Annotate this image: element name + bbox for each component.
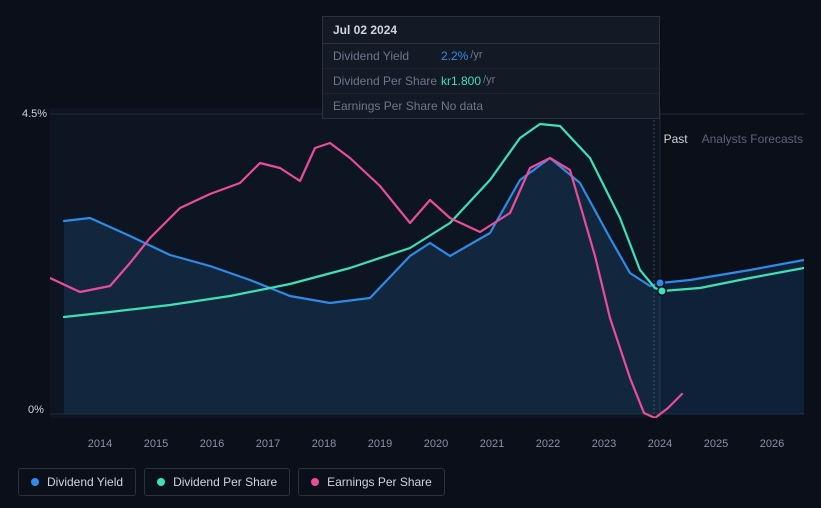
x-tick: 2014 — [72, 438, 128, 452]
x-axis: 2014201520162017201820192020202120222023… — [72, 438, 821, 452]
x-tick: 2017 — [240, 438, 296, 452]
legend-label: Dividend Per Share — [173, 475, 277, 489]
period-past-label: Past — [664, 132, 688, 146]
legend-item[interactable]: Dividend Per Share — [144, 468, 290, 496]
y-axis-min-label: 0% — [28, 404, 44, 416]
tooltip-row: Earnings Per ShareNo data — [323, 94, 659, 118]
legend-dot — [157, 478, 165, 486]
tooltip-row-value: No data — [441, 99, 483, 113]
chart-tooltip: Jul 02 2024 Dividend Yield2.2%/yrDividen… — [322, 16, 660, 119]
x-tick: 2025 — [688, 438, 744, 452]
chart-svg — [50, 108, 804, 418]
legend-item[interactable]: Earnings Per Share — [298, 468, 445, 496]
x-tick: 2019 — [352, 438, 408, 452]
legend-label: Dividend Yield — [47, 475, 123, 489]
legend-item[interactable]: Dividend Yield — [18, 468, 136, 496]
x-tick: 2016 — [184, 438, 240, 452]
tooltip-row-label: Dividend Yield — [333, 49, 441, 63]
chart-container: 4.5% 0% 20142015201620172018201920202021… — [22, 108, 804, 428]
tooltip-row: Dividend Yield2.2%/yr — [323, 44, 659, 69]
x-tick: 2018 — [296, 438, 352, 452]
legend: Dividend Yield Dividend Per Share Earnings… — [18, 468, 445, 496]
tooltip-row-value: 2.2% — [441, 49, 468, 63]
tooltip-row: Dividend Per Sharekr1.800/yr — [323, 69, 659, 94]
y-axis-max-label: 4.5% — [22, 108, 47, 120]
legend-dot — [31, 478, 39, 486]
tooltip-date: Jul 02 2024 — [323, 17, 659, 44]
x-tick: 2021 — [464, 438, 520, 452]
legend-label: Earnings Per Share — [327, 475, 432, 489]
x-tick: 2015 — [128, 438, 184, 452]
tooltip-row-label: Earnings Per Share — [333, 99, 441, 113]
x-tick: 2024 — [632, 438, 688, 452]
x-tick: 2022 — [520, 438, 576, 452]
x-tick: 2023 — [576, 438, 632, 452]
tooltip-row-unit: /yr — [483, 74, 495, 88]
x-tick: 2026 — [744, 438, 800, 452]
period-forecast-label: Analysts Forecasts — [702, 132, 803, 146]
x-tick: 2020 — [408, 438, 464, 452]
legend-dot — [311, 478, 319, 486]
period-labels: Past Analysts Forecasts — [664, 132, 803, 146]
tooltip-row-label: Dividend Per Share — [333, 74, 441, 88]
chart-plot-area[interactable] — [50, 108, 804, 418]
tooltip-row-value: kr1.800 — [441, 74, 481, 88]
tooltip-row-unit: /yr — [470, 49, 482, 63]
